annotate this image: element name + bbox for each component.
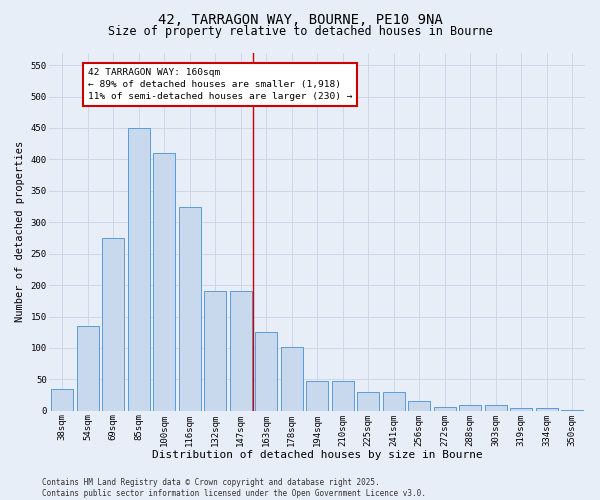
Bar <box>179 206 200 411</box>
Bar <box>332 382 353 411</box>
Text: Size of property relative to detached houses in Bourne: Size of property relative to detached ho… <box>107 25 493 38</box>
Bar <box>128 128 149 411</box>
Bar <box>77 326 98 411</box>
Bar <box>485 404 506 411</box>
Bar <box>154 153 175 411</box>
Bar <box>52 389 73 411</box>
Bar <box>230 292 251 411</box>
Bar <box>307 382 328 411</box>
Bar <box>511 408 532 411</box>
Bar <box>103 238 124 411</box>
Y-axis label: Number of detached properties: Number of detached properties <box>15 141 25 322</box>
Bar <box>434 407 455 411</box>
Text: 42 TARRAGON WAY: 160sqm
← 89% of detached houses are smaller (1,918)
11% of semi: 42 TARRAGON WAY: 160sqm ← 89% of detache… <box>88 68 352 101</box>
Bar <box>256 332 277 411</box>
Bar <box>536 408 557 411</box>
Bar <box>383 392 404 411</box>
Bar <box>460 405 481 411</box>
Text: 42, TARRAGON WAY, BOURNE, PE10 9NA: 42, TARRAGON WAY, BOURNE, PE10 9NA <box>158 12 442 26</box>
Bar <box>281 346 302 411</box>
Bar <box>562 410 583 411</box>
Text: Contains HM Land Registry data © Crown copyright and database right 2025.
Contai: Contains HM Land Registry data © Crown c… <box>42 478 426 498</box>
X-axis label: Distribution of detached houses by size in Bourne: Distribution of detached houses by size … <box>152 450 482 460</box>
Bar <box>409 402 430 411</box>
Bar <box>205 292 226 411</box>
Bar <box>358 392 379 411</box>
